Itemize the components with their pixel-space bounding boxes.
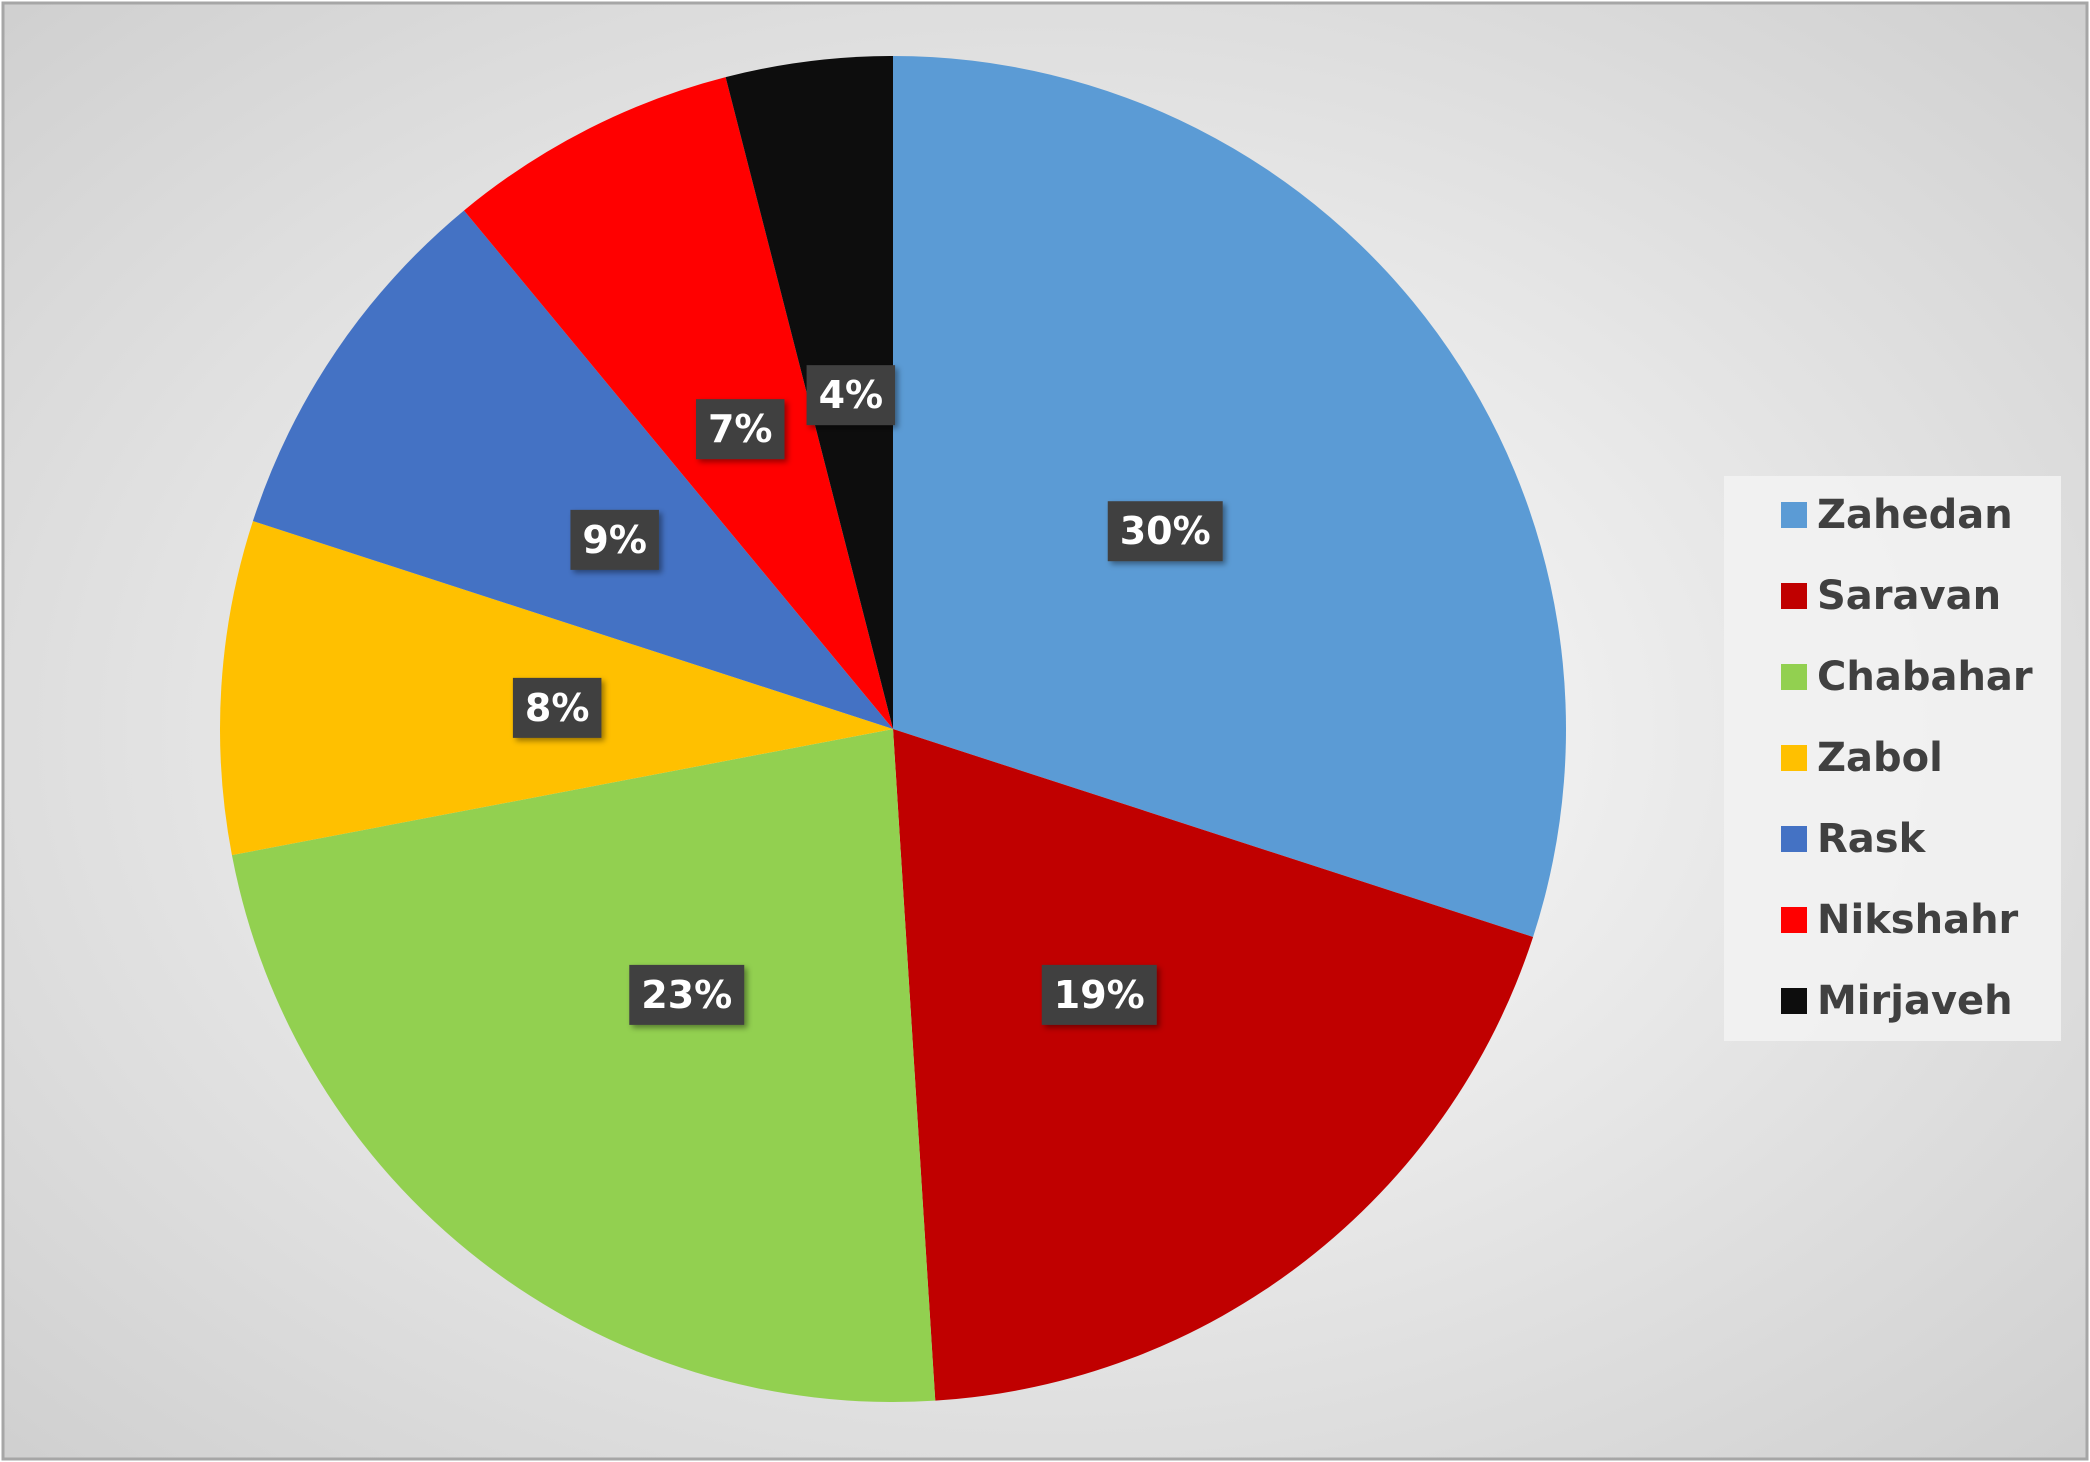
legend-label: Rask [1817, 816, 1927, 862]
legend-swatch [1781, 745, 1807, 771]
legend-label: Zabol [1817, 735, 1943, 781]
data-label: 30% [1120, 509, 1211, 553]
legend-swatch [1781, 583, 1807, 609]
data-label-box [1041, 964, 1157, 1025]
legend-label: Chabahar [1817, 654, 2033, 700]
legend-label: Nikshahr [1817, 897, 2019, 943]
pie-slice [893, 729, 1534, 1401]
pie-slice [893, 56, 1566, 937]
legend-box [1724, 476, 2061, 1041]
data-label: 23% [641, 973, 732, 1017]
legend-swatch [1781, 502, 1807, 528]
data-label: 9% [582, 518, 647, 562]
legend-swatch [1781, 664, 1807, 690]
data-label: 8% [525, 686, 590, 730]
data-label: 4% [819, 373, 884, 417]
legend-label: Mirjaveh [1817, 978, 2013, 1024]
legend-label: Zahedan [1817, 492, 2013, 538]
data-label-box [1107, 501, 1223, 562]
data-label-box [570, 509, 659, 570]
data-label-box [512, 677, 602, 738]
data-label-box [806, 365, 896, 426]
data-label-box [695, 399, 785, 460]
legend-swatch [1781, 826, 1807, 852]
pie-slice [252, 210, 893, 729]
pie-slice [464, 77, 893, 729]
legend-swatch [1781, 907, 1807, 933]
data-label: 19% [1054, 973, 1145, 1017]
legend-swatch [1781, 988, 1807, 1014]
legend-label: Saravan [1817, 573, 2001, 619]
data-label: 7% [708, 407, 773, 451]
pie-slice [231, 729, 936, 1402]
data-label-box [629, 964, 745, 1025]
